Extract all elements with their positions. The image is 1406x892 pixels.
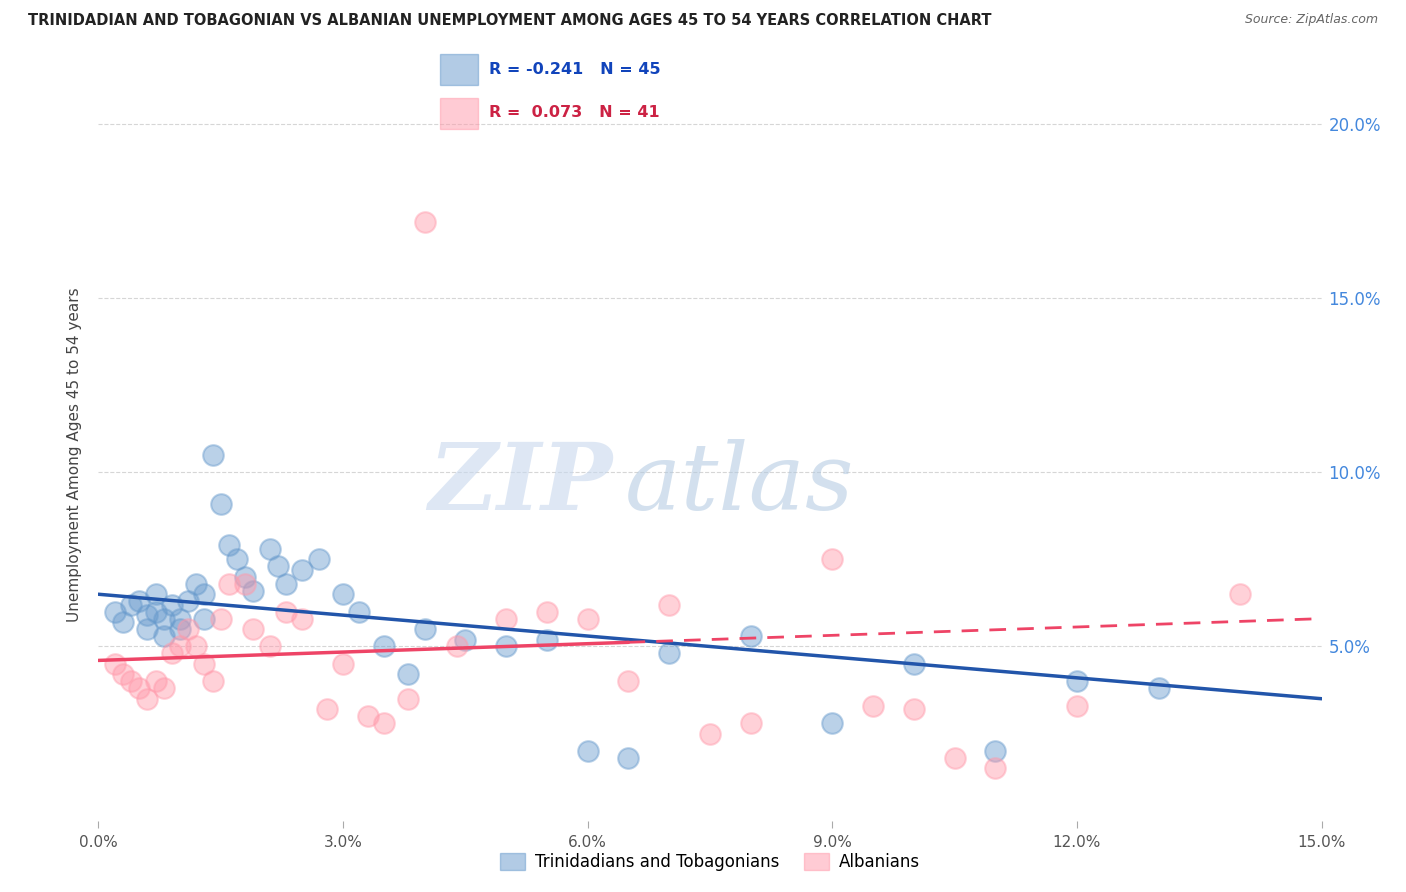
Point	[177, 594, 200, 608]
Point	[201, 448, 224, 462]
Point	[821, 716, 844, 731]
Point	[186, 640, 208, 654]
Point	[373, 640, 395, 654]
Point	[145, 587, 167, 601]
Point	[984, 761, 1007, 775]
Point	[259, 640, 281, 654]
Point	[315, 702, 337, 716]
Point	[332, 657, 354, 671]
Point	[209, 612, 232, 626]
Point	[658, 598, 681, 612]
Point	[903, 702, 925, 716]
Point	[413, 622, 436, 636]
Point	[332, 587, 354, 601]
Point	[821, 552, 844, 566]
Point	[201, 674, 224, 689]
Point	[373, 716, 395, 731]
Point	[259, 541, 281, 556]
Point	[226, 552, 249, 566]
Point	[169, 640, 191, 654]
Point	[120, 598, 142, 612]
Point	[291, 612, 314, 626]
Point	[177, 622, 200, 636]
Text: atlas: atlas	[624, 439, 853, 529]
Y-axis label: Unemployment Among Ages 45 to 54 years: Unemployment Among Ages 45 to 54 years	[67, 287, 83, 623]
Text: R = -0.241   N = 45: R = -0.241 N = 45	[489, 62, 661, 78]
Point	[617, 674, 640, 689]
Point	[186, 576, 208, 591]
Point	[152, 612, 174, 626]
Point	[1066, 674, 1088, 689]
Point	[349, 605, 371, 619]
Point	[536, 605, 558, 619]
Point	[267, 559, 290, 574]
Point	[233, 576, 256, 591]
Point	[356, 709, 378, 723]
Point	[218, 539, 240, 553]
Point	[145, 674, 167, 689]
Point	[104, 657, 127, 671]
Point	[396, 667, 419, 681]
Point	[576, 612, 599, 626]
Point	[120, 674, 142, 689]
Point	[1147, 681, 1170, 696]
Point	[233, 570, 256, 584]
Point	[160, 647, 183, 661]
Point	[413, 214, 436, 228]
Point	[193, 612, 215, 626]
Point	[169, 612, 191, 626]
Point	[1229, 587, 1251, 601]
Point	[111, 667, 134, 681]
Text: TRINIDADIAN AND TOBAGONIAN VS ALBANIAN UNEMPLOYMENT AMONG AGES 45 TO 54 YEARS CO: TRINIDADIAN AND TOBAGONIAN VS ALBANIAN U…	[28, 13, 991, 29]
Point	[111, 615, 134, 629]
Point	[495, 640, 517, 654]
Point	[145, 605, 167, 619]
Point	[152, 681, 174, 696]
Point	[128, 594, 150, 608]
Point	[740, 629, 762, 643]
Point	[104, 605, 127, 619]
Point	[495, 612, 517, 626]
Point	[209, 497, 232, 511]
Point	[218, 576, 240, 591]
Point	[193, 587, 215, 601]
Point	[446, 640, 468, 654]
Legend: Trinidadians and Tobagonians, Albanians: Trinidadians and Tobagonians, Albanians	[494, 847, 927, 878]
Text: Source: ZipAtlas.com: Source: ZipAtlas.com	[1244, 13, 1378, 27]
Point	[536, 632, 558, 647]
Bar	[440, 98, 478, 129]
Point	[136, 608, 159, 623]
Point	[128, 681, 150, 696]
Point	[274, 605, 297, 619]
Point	[242, 622, 264, 636]
Point	[136, 691, 159, 706]
Point	[576, 744, 599, 758]
Bar	[440, 54, 478, 85]
Point	[160, 598, 183, 612]
Point	[943, 751, 966, 765]
Point	[658, 647, 681, 661]
Point	[903, 657, 925, 671]
Point	[396, 691, 419, 706]
Point	[699, 726, 721, 740]
Point	[617, 751, 640, 765]
Text: R =  0.073   N = 41: R = 0.073 N = 41	[489, 105, 659, 120]
Point	[136, 622, 159, 636]
Point	[740, 716, 762, 731]
Text: ZIP: ZIP	[427, 439, 612, 529]
Point	[242, 583, 264, 598]
Point	[1066, 698, 1088, 713]
Point	[169, 622, 191, 636]
Point	[308, 552, 330, 566]
Point	[862, 698, 884, 713]
Point	[193, 657, 215, 671]
Point	[274, 576, 297, 591]
Point	[454, 632, 477, 647]
Point	[984, 744, 1007, 758]
Point	[291, 563, 314, 577]
Point	[152, 629, 174, 643]
